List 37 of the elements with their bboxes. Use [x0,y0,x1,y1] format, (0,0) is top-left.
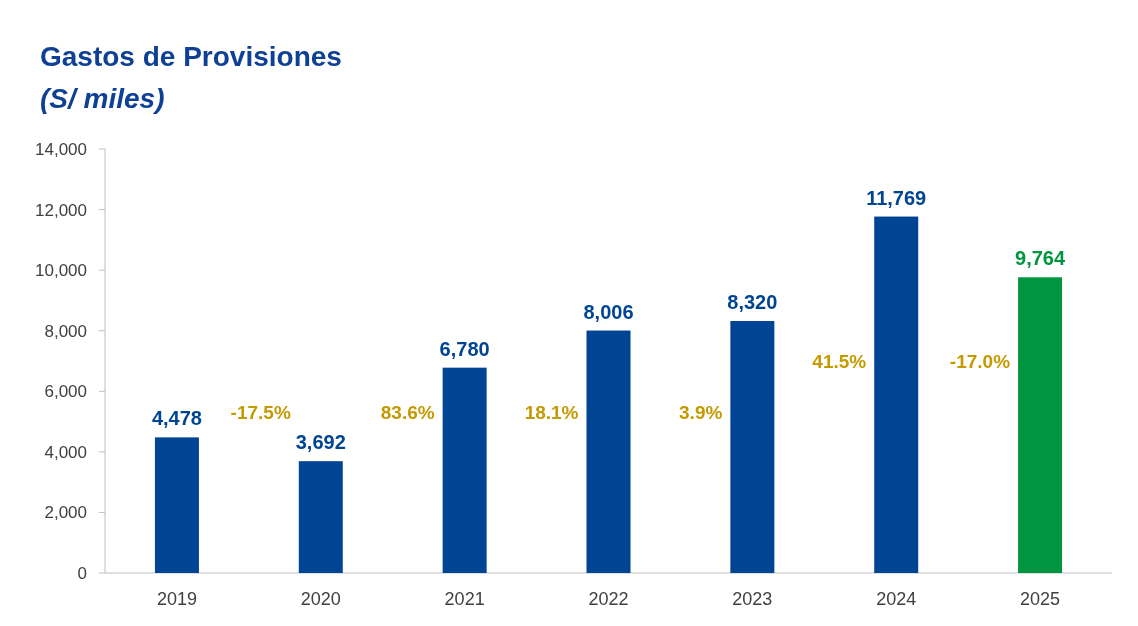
bar [442,367,487,573]
y-tick-label: 6,000 [44,382,87,402]
annotation: -17.0% [949,350,1011,372]
x-tick-label: 2025 [1020,589,1061,609]
annotation: 41.5% [812,350,867,372]
y-tick-label: 2,000 [44,503,87,523]
data-label: 8,006 [583,300,634,323]
y-tick-label: 10,000 [35,261,87,281]
bar [154,437,199,573]
bar [586,330,631,573]
bar [874,216,919,573]
data-label: 6,780 [439,337,490,360]
y-tick-label: 0 [77,563,87,583]
bar [298,461,343,573]
annotation: 18.1% [524,401,579,423]
y-tick-label: 4,000 [44,442,87,462]
x-tick-label: 2019 [156,589,197,609]
x-tick-label: 2023 [732,589,773,609]
y-tick-label: 8,000 [44,321,87,341]
annotation: -17.5% [230,401,291,423]
bar [730,321,775,573]
x-tick-label: 2022 [588,589,629,609]
x-tick-label: 2024 [876,589,917,609]
chart-subtitle: (S/ miles) [40,83,165,114]
data-label: 3,692 [295,431,346,454]
y-tick-label: 14,000 [35,139,87,159]
x-tick-label: 2020 [300,589,341,609]
data-label: 11,769 [866,186,927,209]
annotation: 3.9% [679,401,723,423]
data-label: 8,320 [727,291,778,314]
annotation: 83.6% [380,401,435,423]
chart-title: Gastos de Provisiones [40,41,342,72]
data-label: 4,478 [151,407,202,430]
x-tick-label: 2021 [444,589,485,609]
bar [1018,277,1063,573]
data-label: 9,764 [1015,247,1066,270]
y-tick-label: 12,000 [35,200,87,220]
